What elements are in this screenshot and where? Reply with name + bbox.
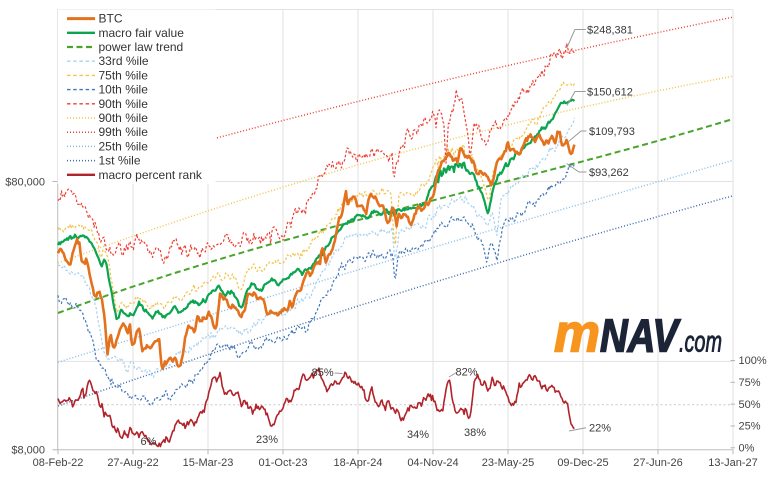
svg-text:23%: 23% bbox=[256, 434, 278, 446]
svg-text:75th %ile: 75th %ile bbox=[99, 68, 149, 82]
svg-text:22%: 22% bbox=[589, 423, 611, 435]
svg-text:18-Apr-24: 18-Apr-24 bbox=[334, 457, 383, 469]
svg-text:macro fair value: macro fair value bbox=[99, 26, 185, 40]
svg-text:$109,793: $109,793 bbox=[589, 126, 635, 138]
svg-text:34%: 34% bbox=[407, 429, 429, 441]
svg-text:m: m bbox=[554, 304, 600, 364]
svg-text:6%: 6% bbox=[141, 436, 157, 448]
svg-text:100%: 100% bbox=[739, 355, 767, 367]
svg-text:27-Jun-26: 27-Jun-26 bbox=[633, 457, 683, 469]
svg-text:08-Feb-22: 08-Feb-22 bbox=[33, 457, 84, 469]
svg-text:$248,381: $248,381 bbox=[587, 25, 633, 37]
svg-text:.com: .com bbox=[679, 326, 722, 359]
svg-text:23-May-25: 23-May-25 bbox=[482, 457, 535, 469]
svg-text:75%: 75% bbox=[739, 377, 761, 389]
svg-text:NAV: NAV bbox=[600, 310, 681, 362]
svg-text:$150,612: $150,612 bbox=[587, 87, 633, 99]
svg-text:01-Oct-23: 01-Oct-23 bbox=[259, 457, 308, 469]
svg-text:90th %ile: 90th %ile bbox=[99, 111, 149, 125]
svg-text:27-Aug-22: 27-Aug-22 bbox=[107, 457, 158, 469]
svg-text:50%: 50% bbox=[739, 399, 761, 411]
svg-text:1st %ile: 1st %ile bbox=[99, 154, 141, 168]
svg-text:04-Nov-24: 04-Nov-24 bbox=[407, 457, 458, 469]
svg-text:BTC: BTC bbox=[99, 12, 123, 26]
svg-text:macro percent rank: macro percent rank bbox=[99, 168, 203, 182]
svg-text:10th %ile: 10th %ile bbox=[99, 83, 149, 97]
svg-text:13-Jan-27: 13-Jan-27 bbox=[708, 457, 758, 469]
svg-text:0%: 0% bbox=[739, 443, 755, 455]
svg-text:$80,000: $80,000 bbox=[5, 177, 45, 189]
svg-text:90th %ile: 90th %ile bbox=[99, 97, 149, 111]
svg-text:09-Dec-25: 09-Dec-25 bbox=[557, 457, 608, 469]
svg-text:38%: 38% bbox=[464, 427, 486, 439]
svg-text:82%: 82% bbox=[455, 367, 477, 379]
svg-text:25th %ile: 25th %ile bbox=[99, 139, 149, 153]
svg-text:$93,262: $93,262 bbox=[589, 167, 629, 179]
svg-text:25%: 25% bbox=[739, 421, 761, 433]
svg-text:99th %ile: 99th %ile bbox=[99, 125, 149, 139]
svg-text:$8,000: $8,000 bbox=[11, 445, 45, 457]
svg-text:power law trend: power law trend bbox=[99, 40, 184, 54]
svg-text:15-Mar-23: 15-Mar-23 bbox=[183, 457, 234, 469]
svg-text:33rd %ile: 33rd %ile bbox=[99, 54, 149, 68]
svg-text:85%: 85% bbox=[312, 367, 334, 379]
